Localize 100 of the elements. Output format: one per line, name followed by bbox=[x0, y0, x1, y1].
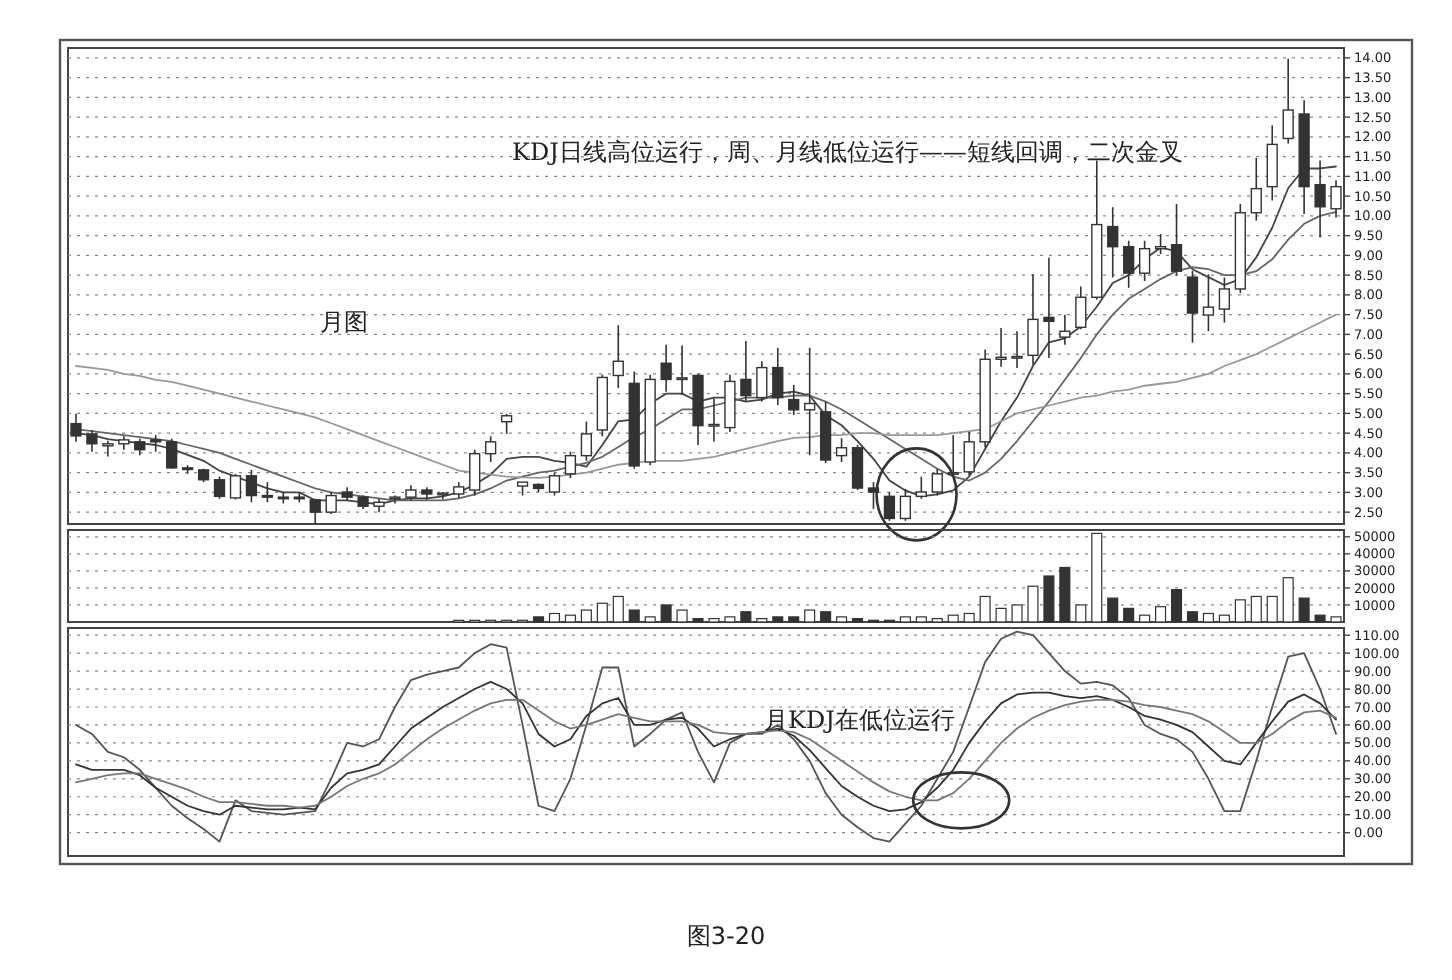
candlestick bbox=[963, 431, 975, 477]
bar bbox=[804, 609, 816, 623]
candlestick bbox=[772, 347, 784, 406]
candlestick bbox=[261, 481, 274, 504]
bar bbox=[1123, 607, 1135, 623]
candlestick bbox=[102, 439, 114, 458]
candlestick bbox=[756, 360, 768, 403]
bar bbox=[836, 616, 848, 623]
candlestick bbox=[1314, 159, 1326, 239]
candlestick bbox=[1282, 57, 1294, 145]
candlestick bbox=[1138, 239, 1151, 282]
bar bbox=[644, 616, 656, 623]
bar bbox=[1218, 614, 1230, 623]
candlestick bbox=[229, 473, 242, 501]
bar bbox=[788, 616, 800, 623]
bar bbox=[1043, 575, 1055, 623]
bar bbox=[1266, 595, 1278, 623]
candlestick bbox=[835, 437, 848, 463]
bar bbox=[660, 604, 672, 623]
candlestick bbox=[166, 437, 178, 470]
candlestick bbox=[1154, 233, 1167, 255]
candlestick bbox=[660, 343, 672, 393]
bar bbox=[899, 616, 911, 623]
bar bbox=[963, 612, 975, 623]
candlestick bbox=[1043, 256, 1055, 359]
candlestick bbox=[883, 491, 896, 522]
bar bbox=[1027, 585, 1039, 623]
bar bbox=[1011, 604, 1023, 623]
bar bbox=[1091, 532, 1103, 623]
bar bbox=[1170, 589, 1183, 623]
caption: 图3-20 bbox=[686, 922, 766, 950]
line-series bbox=[75, 630, 1337, 843]
candlestick bbox=[899, 488, 912, 522]
candlestick bbox=[213, 475, 226, 500]
candlestick bbox=[612, 324, 624, 389]
candlestick bbox=[469, 448, 481, 497]
bar bbox=[1075, 604, 1087, 623]
bar bbox=[915, 616, 927, 623]
candlestick bbox=[325, 491, 337, 515]
candlestick bbox=[804, 347, 816, 457]
candlestick bbox=[86, 429, 98, 453]
candlestick bbox=[1218, 276, 1231, 324]
candlestick bbox=[1202, 273, 1215, 333]
candlestick bbox=[740, 340, 752, 403]
bar bbox=[564, 614, 576, 623]
candlestick bbox=[1186, 269, 1199, 344]
candlestick bbox=[788, 384, 800, 416]
line-series bbox=[75, 698, 1337, 809]
candlestick bbox=[995, 327, 1007, 368]
candlestick bbox=[548, 471, 561, 497]
candlestick bbox=[1107, 206, 1119, 279]
bar bbox=[1155, 606, 1167, 623]
candlestick bbox=[676, 344, 688, 396]
annotation: KDJ日线高位运行，周、月线低位运行——短线回调，二次金叉 bbox=[512, 138, 1183, 166]
candlestick bbox=[1075, 285, 1087, 331]
bar bbox=[947, 614, 959, 623]
annotation: 月KDJ在低位运行 bbox=[764, 706, 955, 734]
candlestick bbox=[150, 434, 162, 453]
candlestick bbox=[564, 450, 577, 479]
bar bbox=[1234, 599, 1246, 623]
candlestick bbox=[867, 481, 880, 510]
bar bbox=[596, 602, 608, 623]
bar bbox=[724, 616, 736, 623]
bar bbox=[1202, 612, 1214, 623]
candlestick bbox=[70, 412, 82, 443]
bar bbox=[532, 616, 545, 623]
candlestick bbox=[1011, 330, 1023, 369]
bar bbox=[740, 611, 752, 623]
candlestick bbox=[1123, 239, 1135, 289]
bar bbox=[772, 616, 784, 623]
candlestick bbox=[245, 469, 258, 504]
candlestick bbox=[1250, 157, 1262, 222]
bar bbox=[1059, 566, 1071, 623]
candlestick bbox=[309, 497, 321, 525]
bar bbox=[1298, 597, 1310, 623]
bar bbox=[676, 609, 688, 623]
bar bbox=[1186, 611, 1199, 623]
bar bbox=[1107, 597, 1119, 623]
candlestick bbox=[851, 444, 864, 491]
bar bbox=[612, 595, 624, 623]
annotation: 月图 bbox=[320, 308, 368, 336]
bar bbox=[1314, 614, 1326, 623]
candlestick bbox=[1330, 179, 1342, 219]
candlestick bbox=[1059, 313, 1071, 346]
bar bbox=[995, 607, 1007, 623]
candlestick bbox=[580, 420, 593, 462]
candlestick bbox=[1027, 273, 1039, 366]
bar bbox=[1330, 616, 1342, 623]
candlestick bbox=[708, 397, 720, 443]
candlestick bbox=[1170, 203, 1183, 277]
bar bbox=[548, 612, 561, 623]
candlestick bbox=[485, 435, 497, 463]
bar bbox=[820, 611, 832, 623]
bar bbox=[628, 609, 640, 623]
bar bbox=[1282, 577, 1294, 623]
bar bbox=[580, 609, 592, 623]
candlestick bbox=[915, 475, 927, 500]
candlestick bbox=[500, 412, 513, 435]
line-series bbox=[75, 680, 1337, 816]
candlestick bbox=[1266, 124, 1278, 202]
